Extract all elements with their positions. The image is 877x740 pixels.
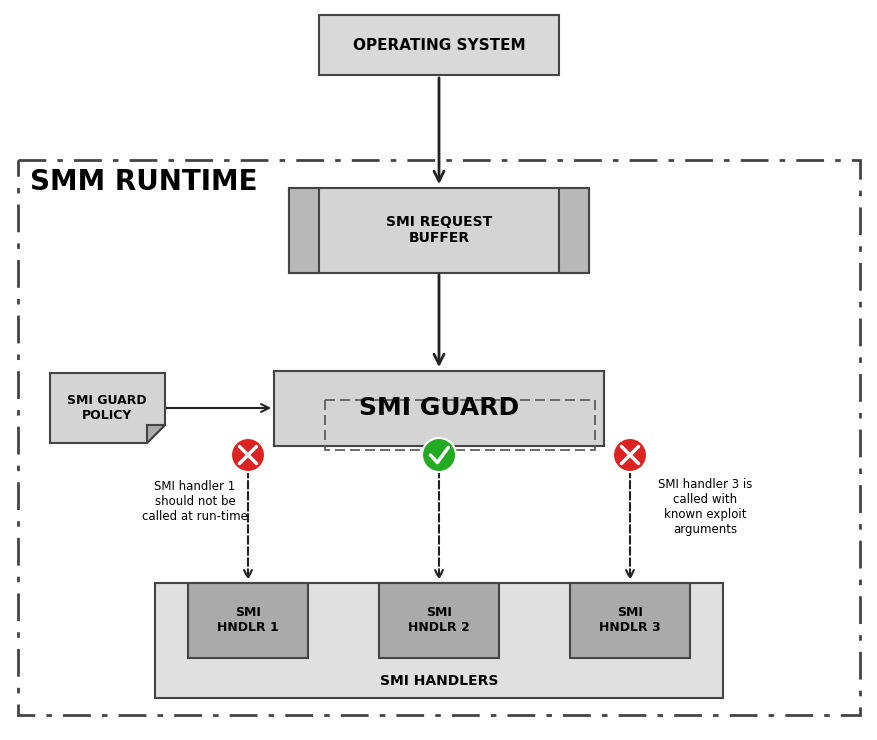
Bar [379, 582, 498, 658]
Text: SMI
HNDLR 3: SMI HNDLR 3 [598, 606, 660, 634]
Bar [188, 582, 308, 658]
Bar [569, 582, 689, 658]
Text: SMI REQUEST
BUFFER: SMI REQUEST BUFFER [385, 215, 492, 245]
Bar [559, 188, 588, 273]
Polygon shape [50, 373, 165, 443]
Bar [318, 15, 559, 75]
Bar [274, 371, 603, 445]
Text: SMI
HNDLR 2: SMI HNDLR 2 [408, 606, 469, 634]
Polygon shape [146, 425, 165, 443]
Bar [324, 400, 595, 450]
Text: SMI handler 3 is
called with
known exploit
arguments: SMI handler 3 is called with known explo… [657, 478, 752, 536]
Text: SMI HANDLERS: SMI HANDLERS [380, 674, 497, 688]
Bar [18, 160, 859, 715]
Text: SMI
HNDLR 1: SMI HNDLR 1 [217, 606, 279, 634]
Bar [289, 188, 318, 273]
Text: SMM RUNTIME: SMM RUNTIME [30, 168, 257, 196]
Text: SMI GUARD
POLICY: SMI GUARD POLICY [68, 394, 146, 422]
Text: OPERATING SYSTEM: OPERATING SYSTEM [353, 38, 524, 53]
Bar [289, 187, 588, 272]
Circle shape [422, 438, 455, 472]
Bar [155, 583, 722, 698]
Circle shape [612, 438, 646, 472]
Text: SMI GUARD: SMI GUARD [359, 396, 518, 420]
Circle shape [231, 438, 265, 472]
Text: SMI handler 1
should not be
called at run-time: SMI handler 1 should not be called at ru… [142, 480, 247, 523]
